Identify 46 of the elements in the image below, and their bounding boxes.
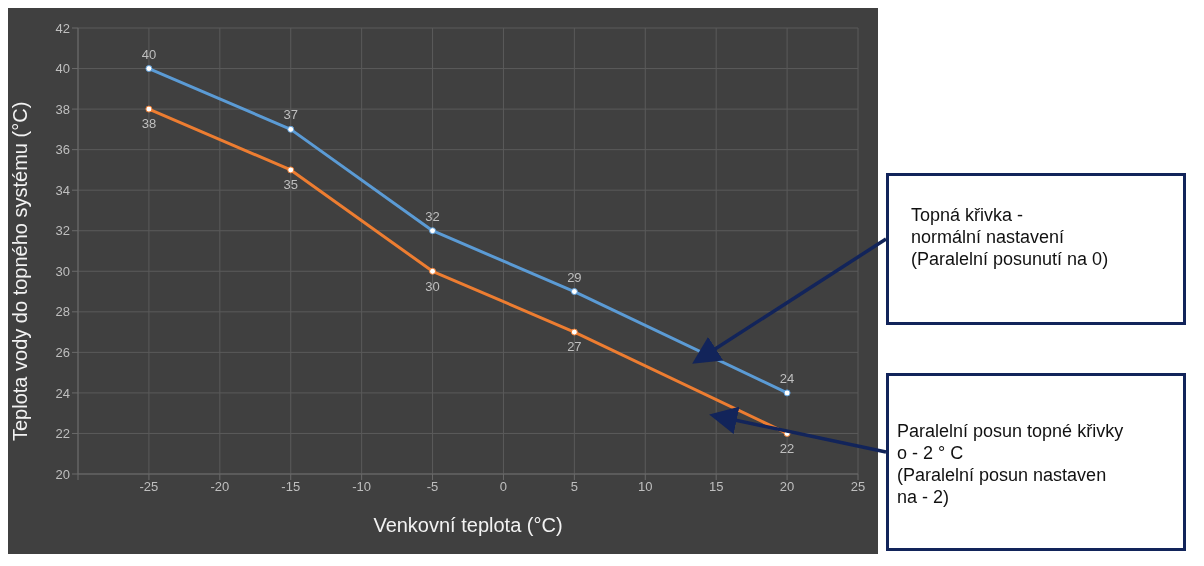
y-tick-label: 30 xyxy=(55,263,70,279)
y-tick-label: 22 xyxy=(55,426,70,442)
x-tick-label: -25 xyxy=(139,479,159,495)
x-tick-label: 0 xyxy=(499,479,508,495)
point xyxy=(145,105,153,113)
x-axis-title: Venkovní teplota (°C) xyxy=(373,514,563,536)
data-label: 30 xyxy=(425,278,440,294)
data-label: 24 xyxy=(779,370,795,386)
x-tick-label: -10 xyxy=(352,479,372,495)
y-tick-label: 34 xyxy=(55,182,70,198)
y-tick-label: 32 xyxy=(55,223,70,239)
data-label: 29 xyxy=(567,269,582,285)
y-tick-label: 36 xyxy=(55,142,70,158)
data-label: 37 xyxy=(283,107,298,123)
x-tick-label: -15 xyxy=(281,479,301,495)
data-label: 40 xyxy=(141,46,157,62)
x-tick-label: 20 xyxy=(779,479,795,495)
y-tick-label: 20 xyxy=(55,466,70,482)
y-tick-label: 42 xyxy=(55,20,70,36)
y-tick-label: 28 xyxy=(55,304,70,320)
x-tick-label: -20 xyxy=(210,479,230,495)
y-tick-label: 24 xyxy=(55,385,70,401)
callout-box: Topná křivka - normální nastavení (Paralelní posunutí na 0) xyxy=(886,173,1186,325)
y-tick-label: 38 xyxy=(55,101,70,117)
x-tick-label: 25 xyxy=(850,479,866,495)
y-axis-title: Teplota vody do topného systému (°C) xyxy=(9,101,32,441)
point xyxy=(570,328,578,336)
data-label: 22 xyxy=(779,440,795,456)
x-tick-label: -5 xyxy=(426,479,439,495)
point xyxy=(783,389,791,397)
y-tick-label: 40 xyxy=(55,61,70,77)
x-tick-label: 15 xyxy=(708,479,724,495)
data-label: 27 xyxy=(567,339,582,355)
point xyxy=(287,125,295,133)
point xyxy=(145,65,153,73)
x-tick-label: 5 xyxy=(570,479,578,495)
x-tick-label: 10 xyxy=(638,479,653,495)
data-label: 38 xyxy=(141,116,157,132)
point xyxy=(429,227,437,235)
point xyxy=(429,267,437,275)
data-label: 32 xyxy=(425,208,440,224)
data-label: 35 xyxy=(283,177,298,193)
point xyxy=(287,166,295,174)
y-tick-label: 26 xyxy=(55,344,70,360)
point xyxy=(570,288,578,296)
callout-box: Paralelní posun topné křivky o - 2 ° C (Paralelní posun nastaven na - 2) xyxy=(886,373,1186,551)
